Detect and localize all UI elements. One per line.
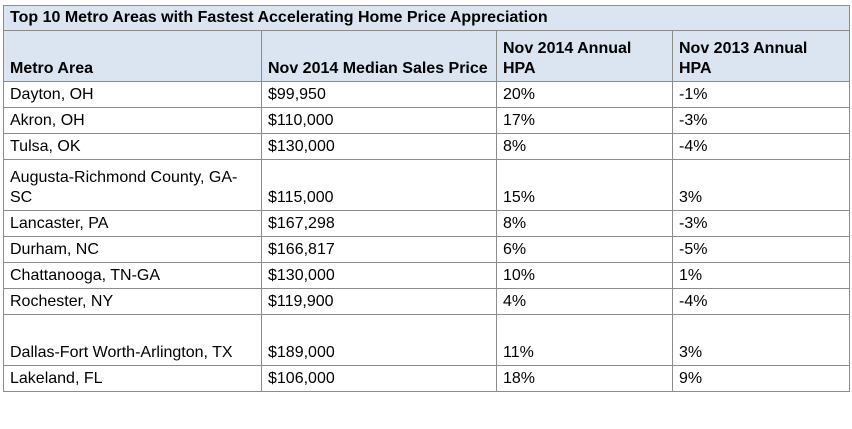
- cell-price: $119,900: [261, 288, 497, 315]
- table-row: Dallas-Fort Worth-Arlington, TX $189,000…: [3, 314, 850, 366]
- cell-metro: Rochester, NY: [3, 288, 262, 315]
- cell-price: $167,298: [261, 210, 497, 237]
- cell-price: $130,000: [261, 262, 497, 289]
- cell-hpa-2013: 1%: [672, 262, 850, 289]
- table-row: Tulsa, OK $130,000 8% -4%: [3, 133, 850, 160]
- cell-metro: Augusta-Richmond County, GA-SC: [3, 159, 262, 211]
- table-title-row: Top 10 Metro Areas with Fastest Accelera…: [3, 5, 850, 31]
- cell-metro: Lakeland, FL: [3, 365, 262, 392]
- cell-hpa-2013: -4%: [672, 288, 850, 315]
- cell-hpa-2013: 3%: [672, 159, 850, 211]
- cell-hpa-2014: 18%: [496, 365, 673, 392]
- cell-hpa-2013: 3%: [672, 314, 850, 366]
- header-2014-annual-hpa: Nov 2014 Annual HPA: [496, 30, 673, 82]
- cell-hpa-2014: 10%: [496, 262, 673, 289]
- cell-metro: Akron, OH: [3, 107, 262, 134]
- table-title: Top 10 Metro Areas with Fastest Accelera…: [3, 5, 850, 31]
- cell-hpa-2014: 4%: [496, 288, 673, 315]
- header-median-sales-price: Nov 2014 Median Sales Price: [261, 30, 497, 82]
- cell-hpa-2014: 11%: [496, 314, 673, 366]
- cell-metro: Dayton, OH: [3, 81, 262, 108]
- cell-price: $110,000: [261, 107, 497, 134]
- cell-price: $189,000: [261, 314, 497, 366]
- cell-hpa-2013: -3%: [672, 107, 850, 134]
- cell-hpa-2013: 9%: [672, 365, 850, 392]
- cell-price: $130,000: [261, 133, 497, 160]
- table-row: Akron, OH $110,000 17% -3%: [3, 107, 850, 134]
- table-row: Durham, NC $166,817 6% -5%: [3, 236, 850, 263]
- cell-metro: Chattanooga, TN-GA: [3, 262, 262, 289]
- header-2013-annual-hpa: Nov 2013 Annual HPA: [672, 30, 850, 82]
- home-price-table: Top 10 Metro Areas with Fastest Accelera…: [3, 5, 850, 392]
- cell-hpa-2013: -3%: [672, 210, 850, 237]
- cell-hpa-2014: 8%: [496, 210, 673, 237]
- header-metro-area: Metro Area: [3, 30, 262, 82]
- cell-price: $99,950: [261, 81, 497, 108]
- table-row: Dayton, OH $99,950 20% -1%: [3, 81, 850, 108]
- cell-metro: Durham, NC: [3, 236, 262, 263]
- table-row: Augusta-Richmond County, GA-SC $115,000 …: [3, 159, 850, 211]
- cell-hpa-2013: -5%: [672, 236, 850, 263]
- cell-hpa-2014: 8%: [496, 133, 673, 160]
- cell-metro: Tulsa, OK: [3, 133, 262, 160]
- cell-metro: Dallas-Fort Worth-Arlington, TX: [3, 314, 262, 366]
- cell-price: $166,817: [261, 236, 497, 263]
- cell-metro: Lancaster, PA: [3, 210, 262, 237]
- cell-hpa-2014: 15%: [496, 159, 673, 211]
- table-row: Lancaster, PA $167,298 8% -3%: [3, 210, 850, 237]
- table-header-row: Metro Area Nov 2014 Median Sales Price N…: [3, 30, 850, 82]
- cell-hpa-2013: -1%: [672, 81, 850, 108]
- cell-hpa-2014: 6%: [496, 236, 673, 263]
- cell-hpa-2014: 17%: [496, 107, 673, 134]
- cell-hpa-2014: 20%: [496, 81, 673, 108]
- table-row: Rochester, NY $119,900 4% -4%: [3, 288, 850, 315]
- cell-hpa-2013: -4%: [672, 133, 850, 160]
- cell-price: $106,000: [261, 365, 497, 392]
- table-row: Lakeland, FL $106,000 18% 9%: [3, 365, 850, 392]
- table-row: Chattanooga, TN-GA $130,000 10% 1%: [3, 262, 850, 289]
- cell-price: $115,000: [261, 159, 497, 211]
